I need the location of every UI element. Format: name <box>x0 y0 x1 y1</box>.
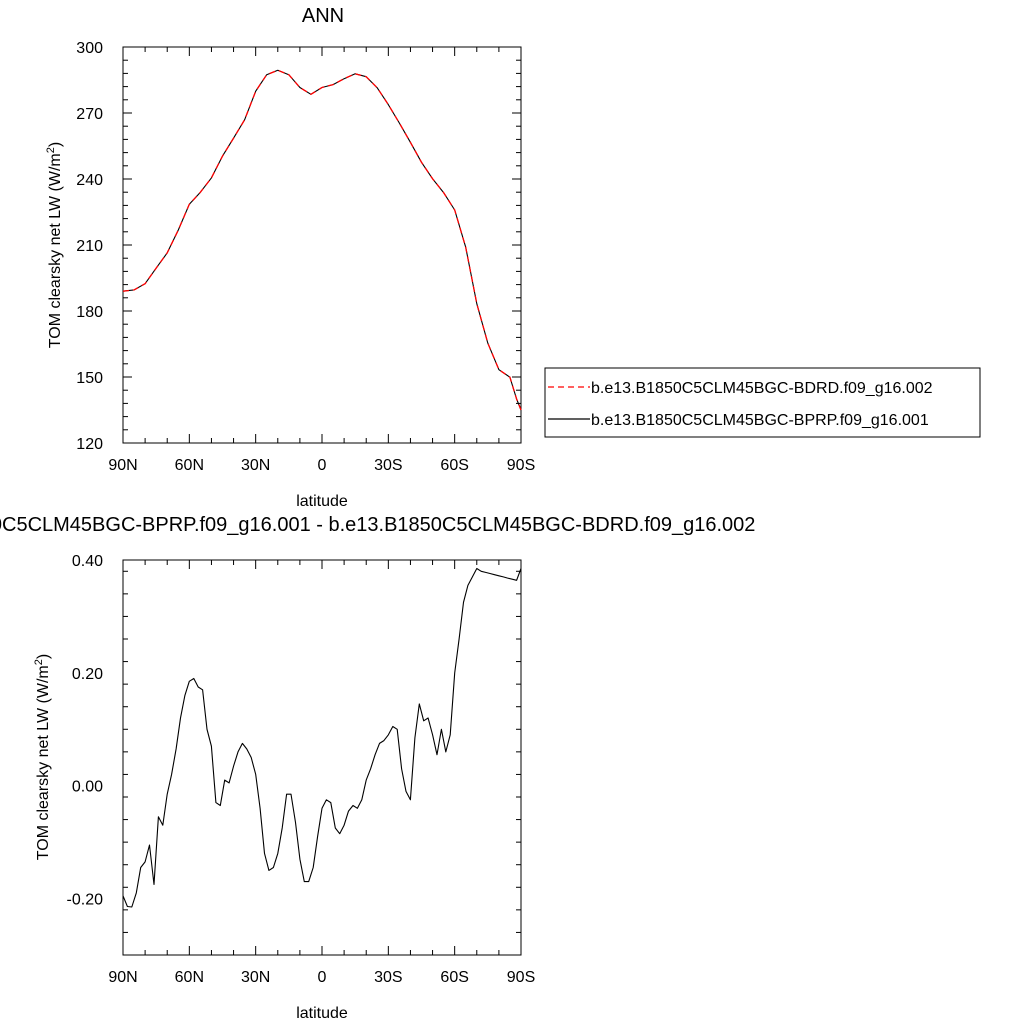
y-axis-label-main: TOM clearsky net LW (W/m <box>35 665 52 860</box>
legend-label: b.e13.B1850C5CLM45BGC-BDRD.f09_g16.002 <box>591 380 933 397</box>
bottom-panel: b.e13.B1850C5CLM45BGC-BPRP.f09_g16.001 -… <box>0 514 755 1022</box>
y-tick-label: 300 <box>76 40 103 57</box>
x-tick-label: 0 <box>318 457 327 474</box>
legend-label: b.e13.B1850C5CLM45BGC-BPRP.f09_g16.001 <box>591 412 929 429</box>
y-tick-label: 270 <box>76 106 103 123</box>
x-tick-label: 90S <box>507 969 535 986</box>
series-lines <box>122 69 522 411</box>
x-tick-label: 90S <box>507 457 535 474</box>
top-panel: ANN 90N 60N 30N 0 30S 60S 90S 120 150 180 210 240 27… <box>45 5 981 510</box>
series-line <box>122 567 522 908</box>
x-axis-label: latitude <box>296 1005 348 1022</box>
legend-item: b.e13.B1850C5CLM45BGC-BPRP.f09_g16.001 <box>548 412 929 429</box>
y-tick-label: 0.40 <box>72 553 103 570</box>
x-tick-label: 90N <box>108 969 137 986</box>
y-tick-label: 0.00 <box>72 779 103 796</box>
axis-ticks: 90N 60N 30N 0 30S 60S 90S -0.20 0.00 0.20 0.40 <box>67 553 536 986</box>
x-tick-label: 30S <box>374 969 402 986</box>
y-tick-label: 120 <box>76 436 103 453</box>
plot-frame <box>122 46 522 444</box>
y-tick-label: -0.20 <box>67 892 104 909</box>
chart-title: ANN <box>302 5 344 27</box>
y-tick-label: 150 <box>76 370 103 387</box>
x-tick-label: 60N <box>175 969 204 986</box>
y-axis-label-superscript: 2 <box>33 659 45 665</box>
x-tick-label: 90N <box>108 457 137 474</box>
x-tick-label: 30N <box>241 457 270 474</box>
x-tick-label: 60S <box>440 969 468 986</box>
y-axis-label-close: ) <box>35 654 52 659</box>
x-tick-label: 60N <box>175 457 204 474</box>
legend: b.e13.B1850C5CLM45BGC-BDRD.f09_g16.002 b… <box>544 367 981 438</box>
y-tick-label: 210 <box>76 238 103 255</box>
legend-item: b.e13.B1850C5CLM45BGC-BDRD.f09_g16.002 <box>548 380 933 397</box>
x-tick-label: 30N <box>241 969 270 986</box>
x-tick-label: 60S <box>440 457 468 474</box>
y-axis-label-close: ) <box>47 142 64 147</box>
series-line <box>122 69 522 411</box>
y-tick-label: 240 <box>76 172 103 189</box>
legend-box <box>544 367 981 438</box>
chart-title: b.e13.B1850C5CLM45BGC-BPRP.f09_g16.001 -… <box>0 514 755 536</box>
y-axis-label: TOM clearsky net LW (W/m2) <box>45 142 64 348</box>
y-tick-label: 180 <box>76 304 103 321</box>
series-lines <box>122 567 522 908</box>
y-axis-label-main: TOM clearsky net LW (W/m <box>47 153 64 348</box>
series-line <box>122 69 522 411</box>
x-tick-label: 0 <box>318 969 327 986</box>
x-axis-label: latitude <box>296 493 348 510</box>
y-axis-label: TOM clearsky net LW (W/m2) <box>33 654 52 860</box>
x-tick-label: 30S <box>374 457 402 474</box>
y-tick-label: 0.20 <box>72 666 103 683</box>
axis-ticks: 90N 60N 30N 0 30S 60S 90S 120 150 180 210 240 270 300 <box>76 40 535 474</box>
y-axis-label-superscript: 2 <box>45 147 57 153</box>
